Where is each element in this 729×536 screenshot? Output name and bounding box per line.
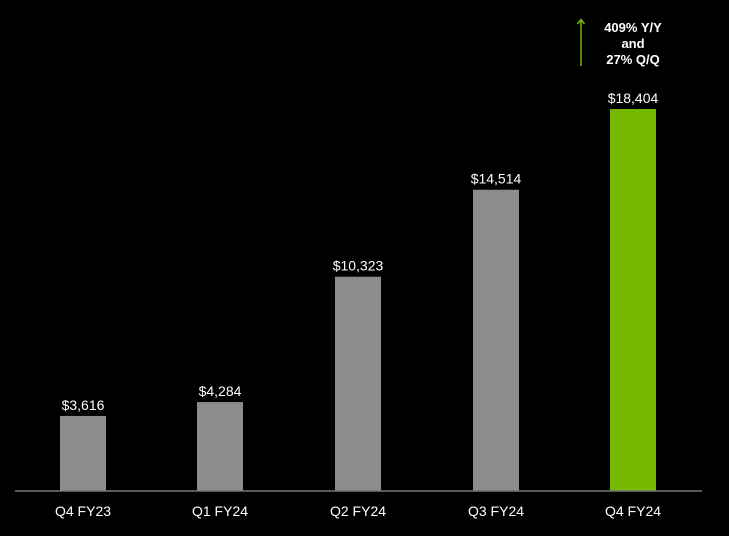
bar-q4-fy23 [60, 415, 106, 491]
bar-q1-fy24 [197, 402, 243, 491]
bar-q3-fy24 [473, 189, 519, 491]
category-label: Q1 FY24 [192, 503, 248, 519]
annotation-line: 409% Y/Y [604, 20, 662, 35]
bar-q4-fy24 [610, 109, 656, 491]
labels-group: $3,616 Q4 FY23 $4,284 Q1 FY24 $10,323 Q2 FY24… [55, 90, 661, 519]
category-label: Q2 FY24 [330, 503, 386, 519]
category-label: Q4 FY24 [605, 503, 661, 519]
growth-annotation: 409% Y/Y and 27% Q/Q [590, 20, 676, 68]
value-label: $18,404 [608, 90, 659, 106]
annotation-line: 27% Q/Q [606, 52, 660, 67]
category-label: Q3 FY24 [468, 503, 524, 519]
value-label: $10,323 [333, 258, 384, 274]
value-label: $14,514 [471, 171, 522, 187]
annotation-line: and [621, 36, 645, 51]
value-label: $3,616 [62, 397, 105, 413]
category-label: Q4 FY23 [55, 503, 111, 519]
bars-group [60, 109, 656, 491]
up-arrow-icon [576, 18, 586, 66]
value-label: $4,284 [199, 383, 242, 399]
bar-q2-fy24 [335, 276, 381, 491]
